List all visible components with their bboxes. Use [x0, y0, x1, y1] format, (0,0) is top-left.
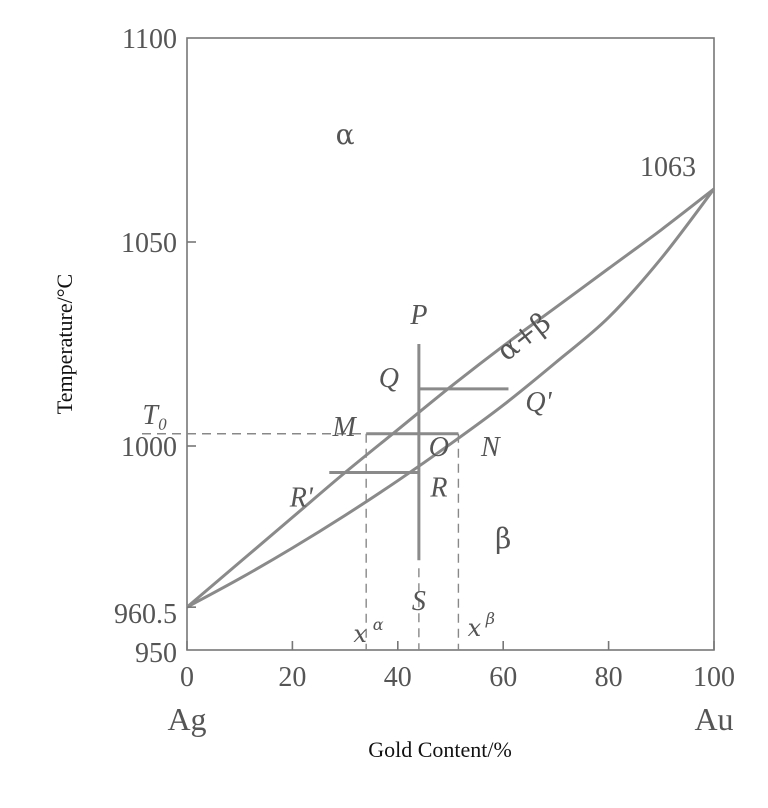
point-label-P: P — [409, 300, 427, 331]
x-alpha-superscript: α — [373, 615, 384, 634]
phase-curves — [186, 187, 716, 609]
x-tick-label: 80 — [595, 662, 623, 693]
y-tick-label: 1050 — [121, 228, 177, 259]
point-label-S: S — [412, 586, 426, 617]
y-tick-label: 950 — [135, 638, 177, 669]
plot-frame — [186, 37, 715, 651]
region-label: β — [495, 522, 511, 555]
y-tick-label: 960.5 — [114, 599, 177, 630]
x-end-label-left: Ag — [167, 701, 206, 737]
x-tick-label: 40 — [384, 662, 412, 693]
x-tick-label: 60 — [489, 662, 517, 693]
x-axis-label: Gold Content/% — [368, 737, 512, 762]
T0-label: T₀ — [142, 400, 167, 431]
tie-lines — [329, 344, 509, 561]
x-tick-label: 20 — [278, 662, 306, 693]
point-label-Qprime: Q' — [525, 387, 552, 418]
y-axis-label: Temperature/°C — [52, 274, 77, 414]
x-tick-label: 100 — [693, 662, 735, 693]
axis-ticks: 0 20 40 60 80 100 950 960.5 1000 1050 1100 Ag Au — [114, 24, 735, 737]
liquidus-curve — [186, 187, 715, 609]
point-label-Q: Q — [379, 363, 399, 394]
solidus-curve — [186, 188, 716, 609]
point-label-N: N — [480, 432, 501, 463]
y-tick-label: 1100 — [122, 24, 177, 55]
point-label-M: M — [332, 412, 358, 443]
x-beta-superscript: β — [485, 609, 495, 628]
point-label-O: O — [429, 432, 449, 463]
region-label: α — [336, 118, 355, 151]
x-beta-label: x — [468, 614, 482, 642]
y-tick-label: 1000 — [121, 432, 177, 463]
x-end-label-right: Au — [694, 701, 733, 737]
x-tick-label: 0 — [180, 662, 194, 693]
point-label-R: R — [429, 473, 447, 504]
x-alpha-label: x — [353, 620, 367, 648]
point-label-Rprime: R' — [289, 483, 314, 514]
au-melting-label: 1063 — [640, 152, 696, 183]
dashed-guides — [142, 433, 460, 650]
